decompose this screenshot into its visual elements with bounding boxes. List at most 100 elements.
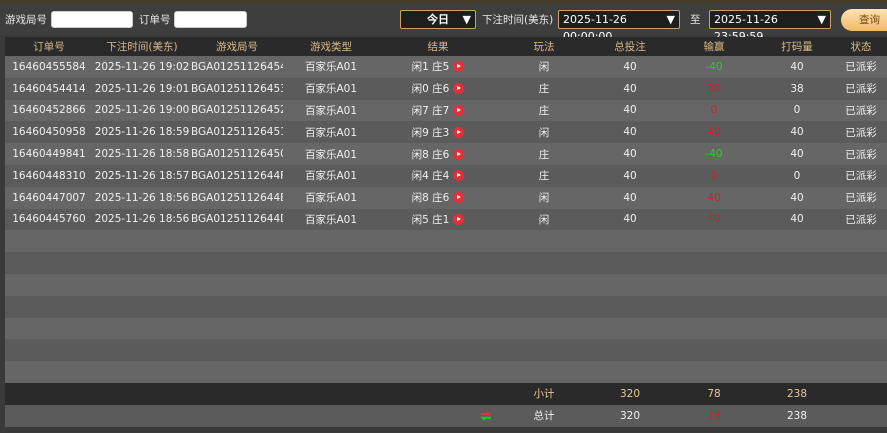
subtotal-label: 小计 — [497, 382, 591, 405]
column-header[interactable]: 总投注 — [591, 37, 669, 56]
cell-time: 2025-11-26 18:57 — [93, 164, 191, 187]
cell-type: 百家乐A01 — [283, 99, 379, 122]
cell-time: 2025-11-26 19:01 — [93, 77, 191, 100]
cell-win: -40 — [669, 143, 759, 165]
query-button[interactable]: 查询 — [841, 9, 887, 31]
round-label: 游戏局号 — [5, 14, 47, 26]
round-input[interactable] — [51, 11, 133, 28]
cell-code: 38 — [759, 77, 835, 100]
cell-status: 已派彩 — [835, 186, 887, 209]
chevron-down-icon: ▼ — [817, 13, 826, 26]
start-time-select[interactable]: 2025-11-26 00:00:00▼ — [558, 10, 680, 43]
chevron-down-icon: ▼ — [462, 13, 471, 26]
cell-result: 闲4 庄4 — [379, 164, 497, 187]
cell-order: 16460449841 — [5, 143, 93, 165]
cell-round: BGA01251126450 — [191, 143, 283, 165]
cell-win: 0 — [669, 164, 759, 187]
play-video-icon[interactable] — [453, 148, 465, 160]
cell-win: 40 — [669, 186, 759, 209]
play-video-icon[interactable] — [453, 61, 465, 73]
cell-play: 闲 — [497, 121, 591, 144]
end-time-select[interactable]: 2025-11-26 23:59:59▼ — [709, 10, 831, 43]
result-text: 闲8 庄6 — [411, 148, 450, 161]
table-row: 16460454414 2025-11-26 19:01 BGA0125112645… — [5, 77, 887, 100]
table-row: 16460445760 2025-11-26 18:56 BGA0125112644… — [5, 208, 887, 231]
cell-result: 闲8 庄6 — [379, 186, 497, 209]
cell-play: 闲 — [497, 208, 591, 231]
cell-order: 16460448310 — [5, 164, 93, 187]
cell-bet: 40 — [591, 121, 669, 144]
period-select[interactable]: 今日 ▼ — [400, 10, 476, 29]
subtotal-bet: 320 — [591, 382, 669, 405]
result-text: 闲0 庄6 — [411, 83, 450, 96]
result-text: 闲5 庄1 — [411, 213, 450, 226]
total-bet: 320 — [591, 404, 669, 427]
cell-round: BGA01251126451 — [191, 121, 283, 144]
cell-round: BGA01251126453 — [191, 77, 283, 100]
filter-bar: 游戏局号 订单号 今日 ▼ 下注时间(美东) 2025-11-26 00:00:0… — [0, 3, 887, 43]
cell-win: 0 — [669, 99, 759, 122]
play-video-icon[interactable] — [453, 213, 465, 225]
cell-type: 百家乐A01 — [283, 186, 379, 209]
cell-round: BGA0125112644E — [191, 186, 283, 209]
table-row: 16460449841 2025-11-26 18:58 BGA0125112645… — [5, 143, 887, 165]
column-header[interactable]: 结果 — [379, 37, 497, 56]
order-label: 订单号 — [139, 14, 171, 26]
cell-order: 16460450958 — [5, 121, 93, 144]
cell-time: 2025-11-26 18:56 — [93, 208, 191, 231]
cell-time: 2025-11-26 18:56 — [93, 186, 191, 209]
cell-code: 0 — [759, 164, 835, 187]
play-video-icon[interactable] — [453, 126, 465, 138]
cell-code: 40 — [759, 56, 835, 78]
column-header[interactable]: 状态 — [835, 37, 887, 56]
refresh-icon[interactable] — [479, 409, 493, 423]
column-header[interactable]: 输赢 — [669, 37, 759, 56]
cell-round: BGA01251126452 — [191, 99, 283, 122]
cell-time: 2025-11-26 18:58 — [93, 143, 191, 165]
cell-win: 40 — [669, 208, 759, 231]
empty-row — [5, 252, 887, 274]
order-input[interactable] — [174, 11, 247, 28]
cell-type: 百家乐A01 — [283, 164, 379, 187]
empty-row — [5, 317, 887, 340]
cell-status: 已派彩 — [835, 143, 887, 165]
cell-status: 已派彩 — [835, 164, 887, 187]
cell-status: 已派彩 — [835, 208, 887, 231]
to-label: 至 — [690, 14, 701, 26]
subtotal-code: 238 — [759, 382, 835, 405]
period-value: 今日 — [427, 13, 449, 26]
column-header[interactable]: 游戏局号 — [191, 37, 283, 56]
column-header[interactable]: 打码量 — [759, 37, 835, 56]
column-header[interactable]: 游戏类型 — [283, 37, 379, 56]
cell-play: 闲 — [497, 56, 591, 78]
cell-order: 16460445760 — [5, 208, 93, 231]
cell-bet: 40 — [591, 77, 669, 100]
chevron-down-icon: ▼ — [666, 13, 675, 26]
cell-result: 闲7 庄7 — [379, 99, 497, 122]
play-video-icon[interactable] — [453, 83, 465, 95]
cell-round: BGA0125112644D — [191, 208, 283, 231]
column-header[interactable]: 订单号 — [5, 37, 93, 56]
cell-result: 闲9 庄3 — [379, 121, 497, 144]
cell-play: 庄 — [497, 143, 591, 165]
play-video-icon[interactable] — [453, 192, 465, 204]
cell-code: 0 — [759, 99, 835, 122]
empty-row — [5, 273, 887, 296]
cell-status: 已派彩 — [835, 121, 887, 144]
cell-bet: 40 — [591, 186, 669, 209]
column-header[interactable]: 下注时间(美东) — [93, 37, 191, 56]
cell-bet: 40 — [591, 208, 669, 231]
bet-records-table: 订单号 下注时间(美东) 游戏局号 游戏类型 结果 玩法 总投注 输赢 打码量 状态 164604… — [5, 37, 887, 427]
cell-code: 40 — [759, 121, 835, 144]
cell-round: BGA01251126454 — [191, 56, 283, 78]
cell-bet: 40 — [591, 143, 669, 165]
time-label: 下注时间(美东) — [482, 14, 554, 26]
play-video-icon[interactable] — [453, 170, 465, 182]
total-win: 78 — [669, 404, 759, 427]
table-row: 16460448310 2025-11-26 18:57 BGA0125112644… — [5, 164, 887, 187]
play-video-icon[interactable] — [453, 104, 465, 116]
column-header[interactable]: 玩法 — [497, 37, 591, 56]
cell-order: 16460454414 — [5, 77, 93, 100]
table-header: 订单号 下注时间(美东) 游戏局号 游戏类型 结果 玩法 总投注 输赢 打码量 状态 — [5, 37, 887, 56]
cell-play: 庄 — [497, 99, 591, 122]
